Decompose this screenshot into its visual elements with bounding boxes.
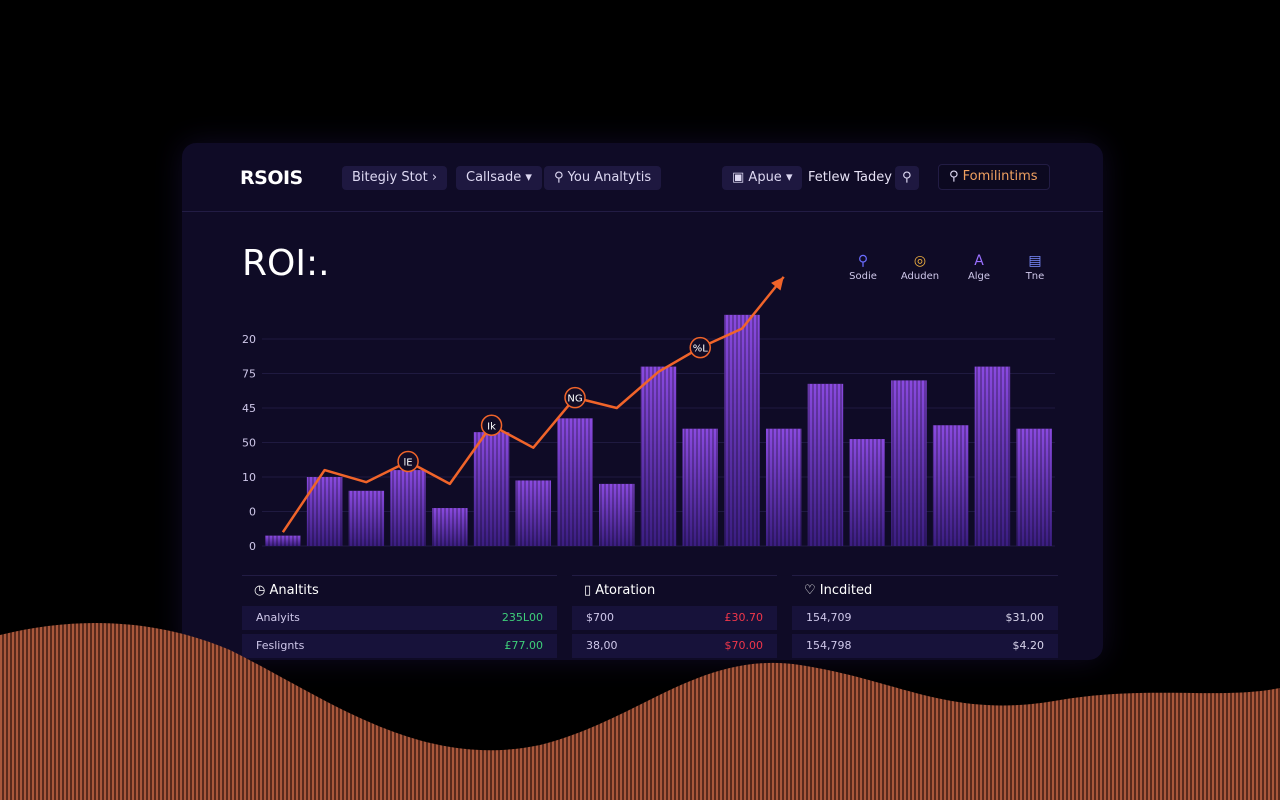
bar-texture: [807, 383, 844, 546]
row-value: $31,00: [1005, 611, 1045, 624]
row-value: $70.00: [724, 639, 764, 652]
bar-texture: [932, 425, 969, 546]
row-label: 154,709: [806, 611, 852, 624]
bar-texture: [599, 483, 635, 546]
nav-item[interactable]: Bitegiy Stot ›: [342, 166, 448, 190]
nav-item[interactable]: ▣ Apue ▾: [722, 166, 803, 190]
annotation-label: NG: [567, 394, 582, 405]
nav-bar: RSOIS Bitegiy Stot › Callsade ▾ ⚲ You An…: [182, 143, 1103, 212]
panel-row[interactable]: Analyits 235L00: [242, 606, 557, 630]
nav-item[interactable]: Callsade ▾: [456, 166, 542, 190]
y-tick-label: 75: [242, 368, 256, 381]
panel: ♡ Incdited 154,709 $31,00 154,798 $4.20: [792, 575, 1058, 666]
search-text: Fomilintims: [962, 169, 1038, 184]
bar-texture: [265, 535, 301, 546]
panel-title: ◷ Analtits: [254, 583, 319, 598]
tool-label: Alge: [967, 271, 991, 282]
tool-label: Tne: [1025, 271, 1045, 282]
bar-texture: [974, 366, 1011, 546]
annotation-marker: [564, 386, 586, 409]
bar-texture: [891, 380, 927, 546]
bar-texture: [515, 480, 552, 546]
search-button[interactable]: ⚲: [895, 166, 919, 190]
wave: [0, 623, 1280, 800]
panel-title-text: Atoration: [595, 583, 656, 598]
bar-texture: [557, 418, 593, 546]
panel-row[interactable]: 154,709 $31,00: [792, 606, 1058, 630]
nav-item[interactable]: ⚲ You Analtytis: [544, 166, 662, 190]
search-box[interactable]: ⚲ Fomilintims: [938, 164, 1050, 190]
page-title: ROI:.: [242, 243, 330, 284]
panel-row[interactable]: 154,798 $4.20: [792, 634, 1058, 658]
panel-title-text: Incdited: [819, 583, 873, 598]
panel: ▯ Atoration $700 £30.70 38,00 $70.00: [572, 575, 777, 666]
tool[interactable]: ◎ Aduden: [895, 253, 945, 282]
panel-title-text: Analtits: [269, 583, 319, 598]
row-label: 154,798: [806, 639, 852, 652]
panel-row[interactable]: $700 £30.70: [572, 606, 777, 630]
row-value: 235L00: [501, 611, 543, 624]
bar-texture: [432, 508, 468, 546]
tool-label: Aduden: [900, 271, 940, 282]
row-value: £30.70: [724, 611, 764, 624]
tool-label: Sodie: [849, 271, 877, 282]
bar-texture: [473, 432, 510, 546]
annotation-marker: [397, 450, 419, 473]
panel-title: ▯ Atoration: [584, 583, 656, 598]
panel-title: ♡ Incdited: [804, 583, 873, 598]
y-tick-label: 20: [242, 333, 256, 346]
bar-texture: [765, 428, 802, 546]
tool[interactable]: A Alge: [954, 253, 1004, 282]
y-tick-label: 10: [242, 471, 256, 484]
panel-row[interactable]: Feslignts £77.00: [242, 634, 557, 658]
bar-texture: [348, 490, 385, 546]
annotation-marker: [689, 336, 711, 359]
row-label: Analyits: [256, 611, 300, 624]
y-tick-label: 45: [242, 402, 256, 415]
bar-texture: [849, 439, 885, 546]
y-tick-label: 0: [249, 506, 256, 519]
y-tick-label: 0: [249, 540, 256, 553]
nav-label: Bitegiy Stot: [352, 170, 428, 185]
annotation-label: lE: [404, 457, 413, 468]
panel: ◷ Analtits Analyits 235L00 Feslignts £77.00: [242, 575, 557, 666]
brand[interactable]: RSOIS: [240, 167, 303, 189]
bar-texture: [1016, 428, 1052, 546]
tool-icon: ▤: [1028, 253, 1042, 269]
annotation-label: %L: [693, 344, 709, 355]
row-label: 38,00: [586, 639, 618, 652]
y-tick-label: 50: [242, 437, 256, 450]
bar-texture: [724, 314, 760, 546]
row-label: Feslignts: [256, 639, 305, 652]
tool-icon: ◎: [913, 253, 927, 269]
bar-texture: [682, 428, 718, 546]
panel-row[interactable]: 38,00 $70.00: [572, 634, 777, 658]
tool[interactable]: ⚲ Sodie: [838, 253, 888, 282]
nav-link[interactable]: Fetlew Tadey: [808, 170, 892, 185]
nav-label: Callsade: [466, 170, 522, 185]
dashboard-card: RSOIS Bitegiy Stot › Callsade ▾ ⚲ You An…: [182, 143, 1103, 660]
nav-label: Apue: [748, 170, 782, 185]
row-label: $700: [586, 611, 614, 624]
tool-icon: A: [974, 253, 984, 269]
row-value: £77.00: [504, 639, 544, 652]
nav-label: You Analtytis: [567, 170, 652, 185]
bar-texture: [390, 470, 426, 546]
annotation-marker: [480, 414, 503, 436]
annotation-label: Ik: [487, 421, 496, 432]
tool[interactable]: ▤ Tne: [1010, 253, 1060, 282]
row-value: $4.20: [1012, 639, 1045, 652]
bar-texture: [640, 366, 677, 546]
tool-icon: ⚲: [857, 253, 869, 269]
trend-arrow: [771, 276, 784, 291]
